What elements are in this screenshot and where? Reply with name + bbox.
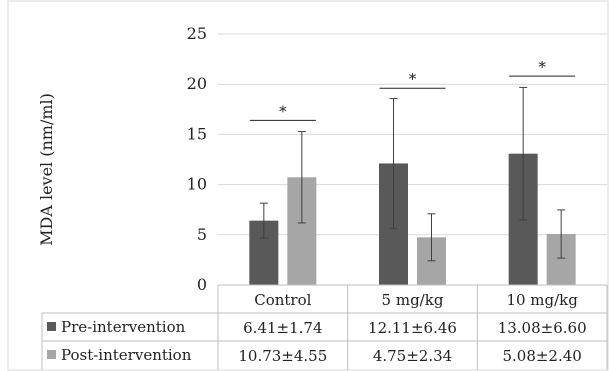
category-label: Control (254, 291, 311, 309)
table-value: 13.08±6.60 (498, 319, 587, 337)
y-tick-label: 10 (187, 175, 207, 194)
table-value: 12.11±6.46 (368, 319, 457, 337)
y-tick-label: 15 (187, 124, 207, 143)
significance-marker: * (409, 70, 417, 88)
table-value: 5.08±2.40 (502, 347, 581, 365)
y-axis-title: MDA level (nm/ml) (37, 93, 56, 246)
table-value: 4.75±2.34 (373, 347, 452, 365)
chart-border (7, 0, 609, 371)
series-name: Post-intervention (61, 346, 192, 364)
y-tick-label: 0 (197, 275, 207, 294)
legend-key-post (47, 350, 56, 359)
category-label: 5 mg/kg (382, 291, 444, 309)
category-label: 10 mg/kg (506, 291, 578, 309)
y-tick-label: 25 (187, 24, 207, 43)
significance-marker: * (538, 58, 546, 76)
series-name: Pre-intervention (61, 318, 186, 336)
table-value: 6.41±1.74 (243, 319, 322, 337)
y-tick-label: 20 (187, 74, 207, 93)
table-value: 10.73±4.55 (238, 347, 327, 365)
significance-marker: * (279, 102, 287, 120)
legend-key-pre (47, 322, 56, 331)
y-tick-label: 5 (197, 225, 207, 244)
